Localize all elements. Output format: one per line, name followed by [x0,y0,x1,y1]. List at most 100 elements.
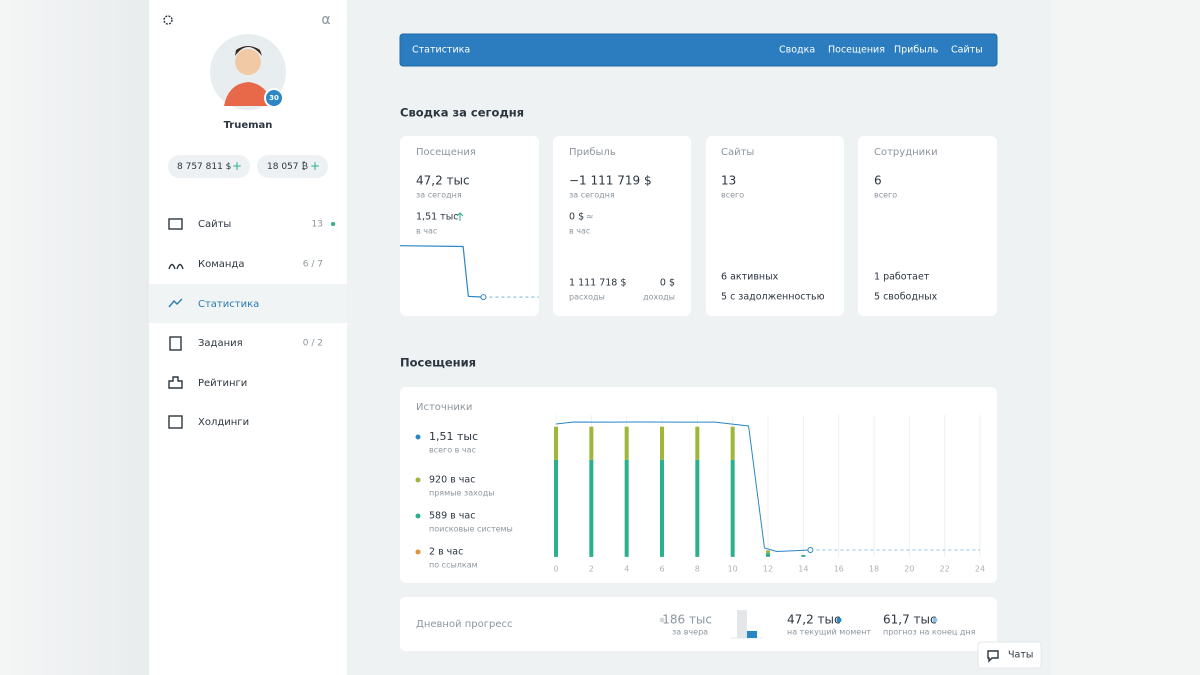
card[interactable] [400,136,539,316]
progress-bar [747,630,757,638]
x-tick-label: 4 [624,565,629,574]
card[interactable] [553,136,691,316]
tab[interactable]: Посещения [828,45,885,56]
chat-label: Чаты [1008,650,1033,661]
card-value: 13 [721,174,736,188]
x-tick-label: 12 [763,565,773,574]
legend-caption: всего в час [429,446,476,455]
x-tick-label: 2 [589,565,594,574]
tab[interactable]: Прибыль [894,45,939,56]
card-value: −1 111 719 $ [569,174,652,188]
top-bar-title: Статистика [412,45,470,56]
holdings-icon [168,415,183,429]
x-tick-label: 18 [869,565,879,574]
bar-segment [801,554,806,557]
sidebar [149,0,347,675]
menu-count: 6 / 7 [303,260,323,270]
legend-caption: по ссылкам [429,561,478,570]
forecast-value: 61,7 тыс [883,613,937,627]
menu-count: 13 [312,220,323,230]
level: 30 [269,94,279,102]
legend-dot [415,477,421,483]
balance-pill[interactable] [168,155,250,178]
legend-dot [932,617,938,623]
bar-segment [766,553,770,557]
card-caption: в час [569,227,590,236]
card-caption: расходы [569,293,605,302]
card-line: 5 свободных [874,292,938,303]
card-title: Источники [416,402,472,413]
card-title: Прибыль [569,147,616,158]
card-title: Посещения [416,147,476,158]
avatar-body [224,82,272,106]
stats-icon [168,298,183,308]
tab[interactable]: Сайты [951,45,983,56]
menu: Сайты 13 Команда 6 / 7 Статистика Задани… [168,218,335,429]
chat-button[interactable] [977,641,1042,669]
menu-label[interactable]: Рейтинги [198,378,247,389]
card-value: 6 [874,174,882,188]
bar-segment [766,550,770,554]
card-line: 6 активных [721,272,779,283]
section-heading: Сводка за сегодня [400,106,524,120]
card-title: Сайты [721,147,754,158]
add-icon[interactable]: + [310,159,320,173]
legend-dot [836,617,842,623]
card-line: 5 с задолженностью [721,292,825,303]
approx-icon: ≈ [586,213,594,223]
menu-label[interactable]: Команда [198,259,244,270]
legend-value: 2 в час [429,547,463,558]
expenses: 1 111 718 $ [569,278,626,289]
bar-segment [624,459,629,557]
section-heading: Посещения [400,356,476,370]
card[interactable] [706,136,844,316]
bar-segment [695,459,700,557]
card[interactable] [858,136,997,316]
progress-card [400,597,997,651]
current-point [480,294,487,301]
legend-value: 589 в час [429,511,475,522]
menu-label[interactable]: Статистика [198,299,259,310]
tab[interactable]: Сводка [779,45,815,56]
income: 0 $ [660,278,675,289]
x-tick-label: 0 [553,565,558,574]
menu-label[interactable]: Холдинги [198,417,249,428]
menu-label[interactable]: Сайты [198,219,231,230]
caption: на текущий момент [787,628,871,637]
progress-bar [737,610,747,638]
settings-icon[interactable] [163,15,173,25]
current-value: 47,2 тыс [787,613,841,627]
left-backdrop [0,0,149,675]
card-caption: доходы [643,293,675,302]
legend-dot [415,549,421,555]
card-title: Сотрудники [874,147,938,158]
legend-caption: поисковые системы [429,525,513,534]
alpha-icon[interactable]: α [321,12,330,28]
legend-dot [659,617,665,623]
bar-segment [554,459,558,557]
card-caption: всего [721,191,744,200]
x-tick-label: 6 [659,565,664,574]
bar-segment [695,426,700,460]
bar-segment [730,426,735,460]
avatar-face [235,49,261,75]
x-tick-label: 8 [695,565,700,574]
balance-pill[interactable] [257,155,328,178]
balance: 18 057 ₿ [267,161,308,172]
up-arrow [456,212,464,221]
card-caption: всего [874,191,897,200]
chat-icon [987,650,999,663]
menu-label[interactable]: Задания [198,338,243,349]
add-icon[interactable]: + [232,159,242,173]
bar-segment [554,426,558,460]
x-tick-label: 22 [940,565,950,574]
progress-label: Дневной прогресс [416,619,512,630]
level-badge [264,88,284,108]
card-rate: 0 $ [569,212,584,223]
bar-segment [624,426,629,460]
ratings-icon [168,376,183,389]
bar-segment [660,426,664,460]
line [555,421,811,552]
